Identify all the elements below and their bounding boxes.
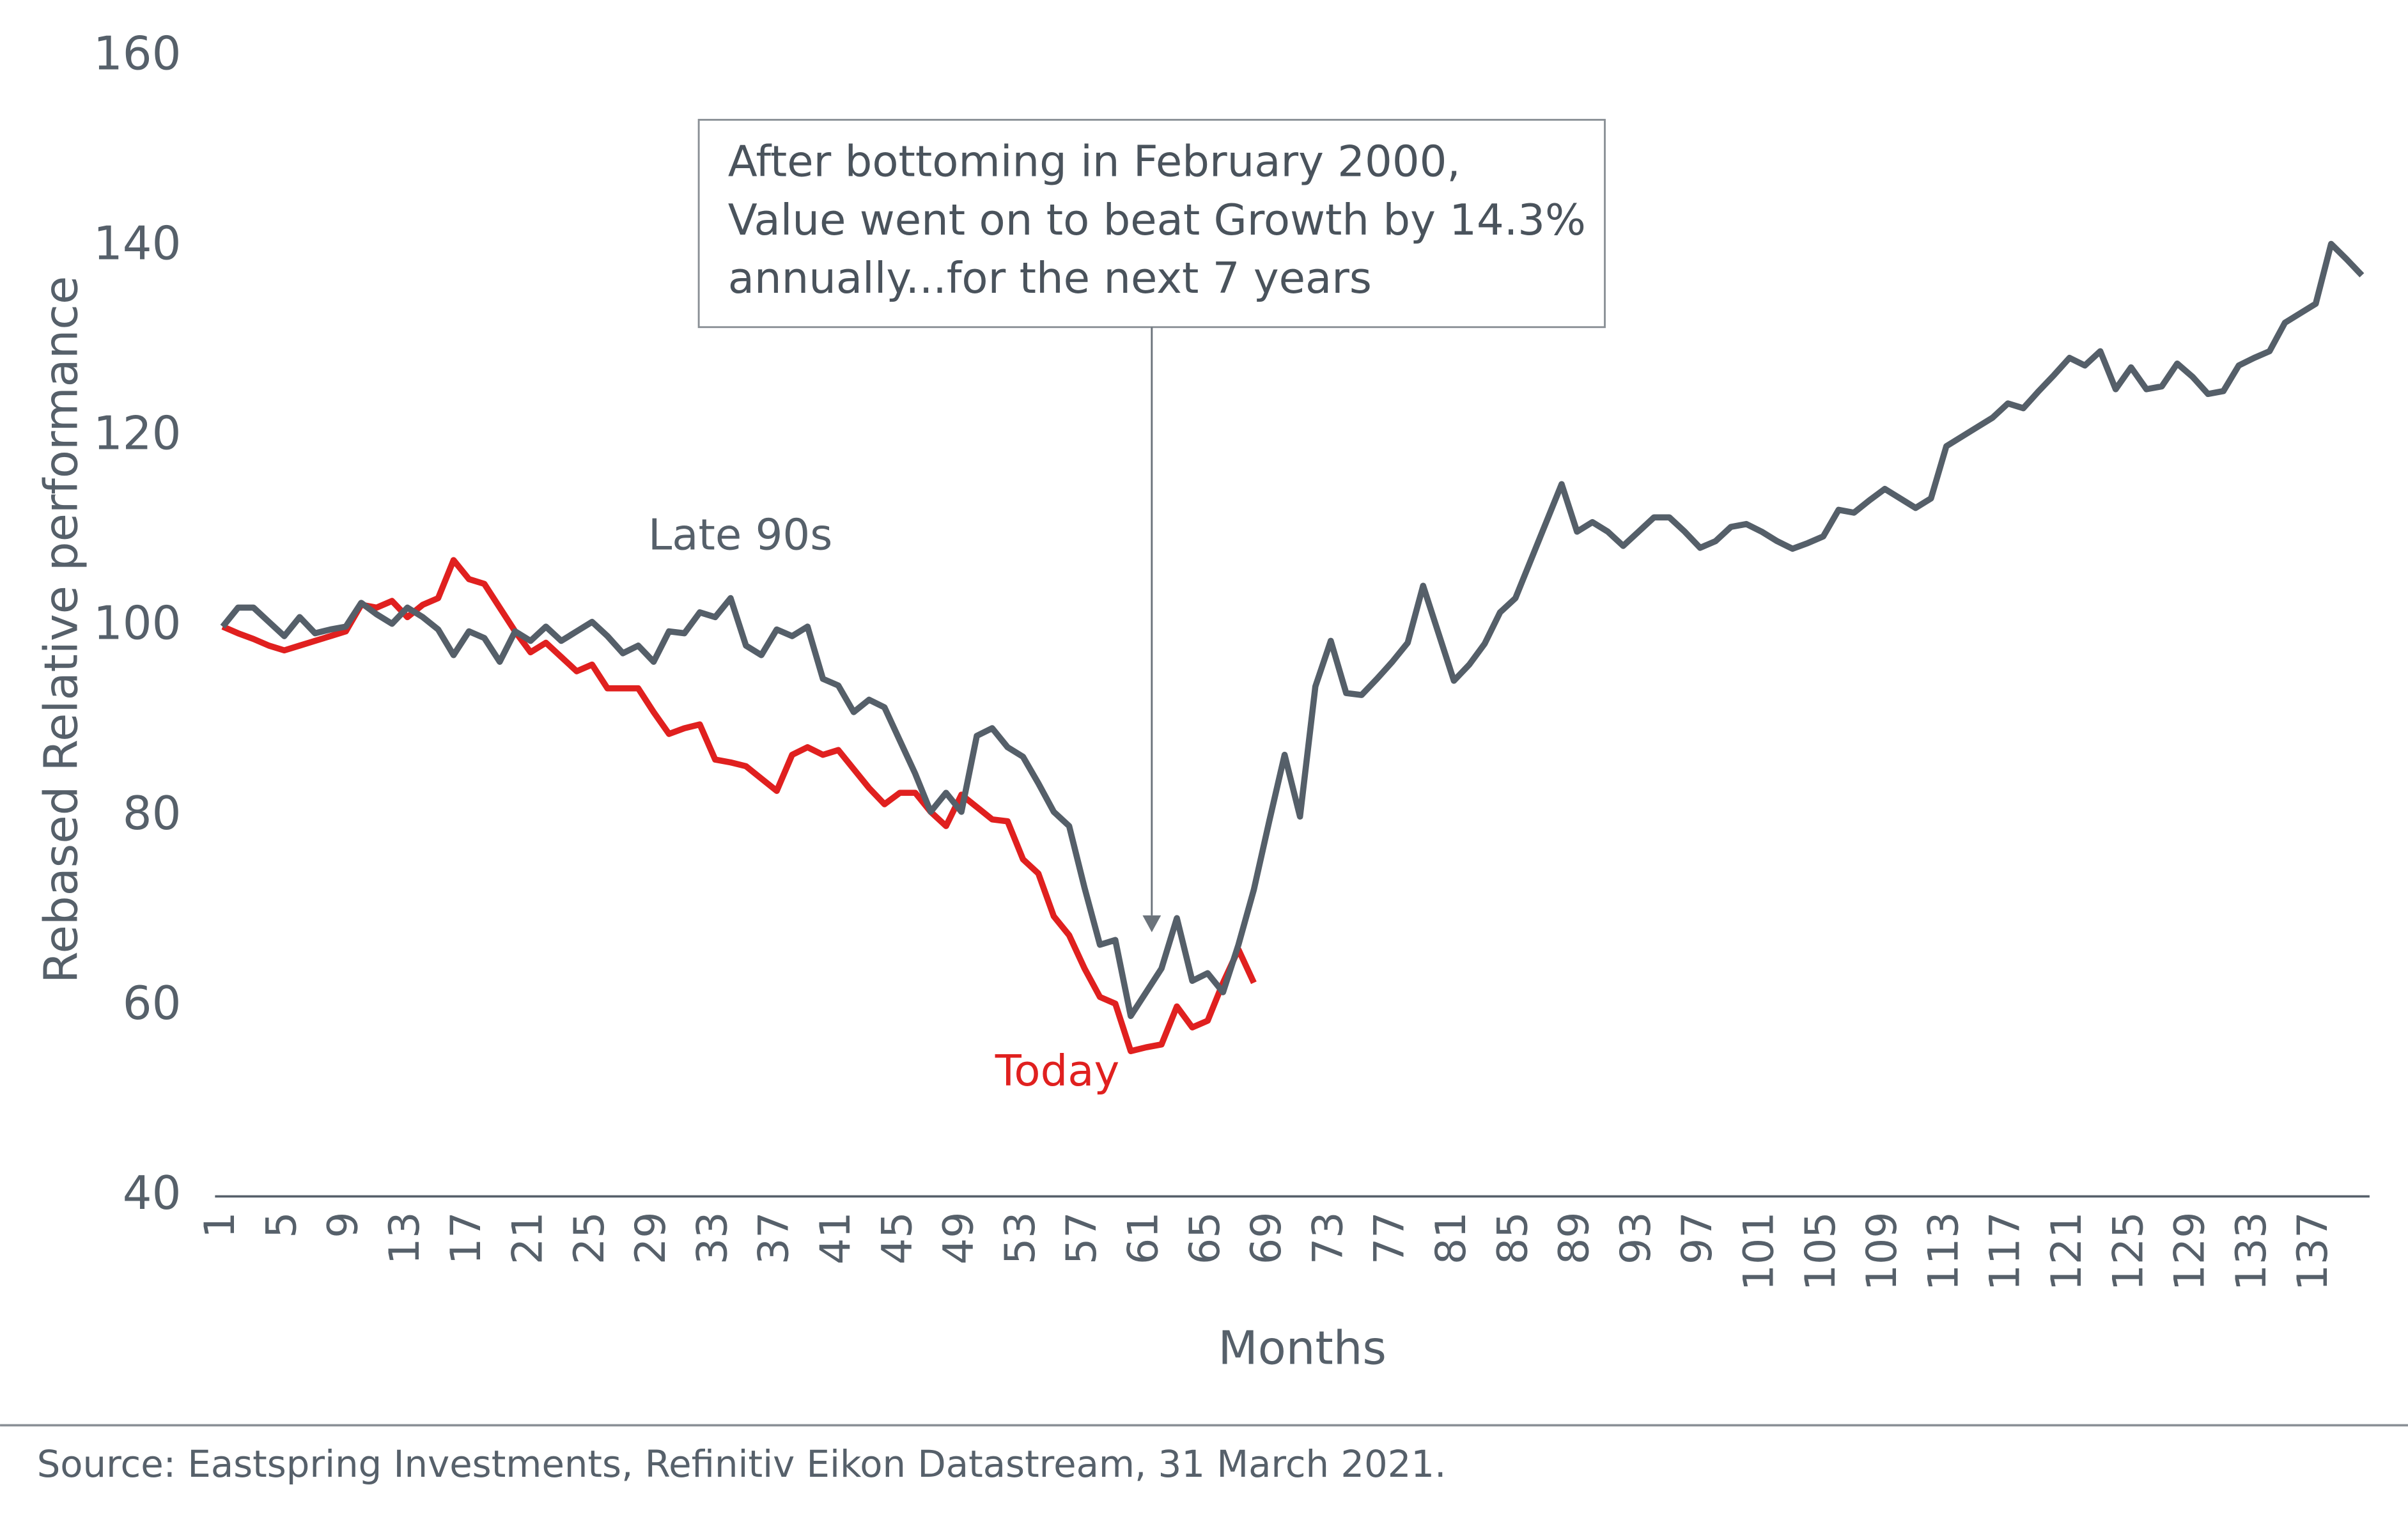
y-tick-label: 140 [93, 217, 182, 270]
x-axis-label: Months [1218, 1321, 1387, 1375]
x-tick-label: 1 [196, 1211, 244, 1238]
series-line [221, 557, 1257, 1054]
x-tick-label: 41 [812, 1211, 860, 1265]
x-tick-label: 97 [1674, 1211, 1721, 1265]
annotation-box [697, 118, 1606, 329]
y-tick-label: 40 [123, 1166, 182, 1220]
x-tick-label: 125 [2104, 1211, 2152, 1291]
x-tick-label: 21 [504, 1211, 552, 1265]
y-tick-label: 100 [93, 596, 182, 650]
series-label: Late 90s [648, 510, 832, 559]
series-label: Today [995, 1046, 1120, 1096]
x-tick-label: 101 [1736, 1211, 1783, 1291]
source-note: Source: Eastspring Investments, Refiniti… [37, 1442, 1447, 1486]
x-tick-label: 121 [2043, 1211, 2091, 1291]
x-tick-label: 65 [1181, 1211, 1229, 1265]
x-tick-label: 85 [1489, 1211, 1537, 1265]
x-tick-label: 53 [997, 1211, 1045, 1265]
y-axis-label: Rebased Relative performance [34, 276, 88, 984]
x-tick-label: 37 [750, 1211, 798, 1265]
x-tick-label: 69 [1243, 1211, 1291, 1265]
x-tick-label: 25 [566, 1211, 614, 1265]
y-tick-label: 160 [93, 26, 182, 80]
x-tick-label: 89 [1551, 1211, 1599, 1265]
x-tick-label: 33 [688, 1211, 736, 1265]
x-tick-label: 113 [1920, 1211, 1968, 1291]
x-tick-label: 61 [1120, 1211, 1168, 1265]
x-tick-label: 17 [442, 1211, 490, 1265]
x-tick-label: 77 [1366, 1211, 1414, 1265]
x-tick-label: 29 [627, 1211, 675, 1265]
x-tick-label: 109 [1858, 1211, 1906, 1291]
series-line [220, 240, 2365, 1020]
y-tick-label: 60 [123, 976, 182, 1030]
y-tick-label: 120 [93, 407, 182, 460]
x-tick-label: 133 [2228, 1211, 2276, 1291]
y-tick-label: 80 [123, 786, 182, 840]
x-tick-label: 9 [320, 1211, 368, 1238]
x-tick-label: 13 [381, 1211, 429, 1265]
x-tick-label: 137 [2289, 1211, 2337, 1291]
x-tick-label: 117 [1982, 1211, 2030, 1291]
x-tick-label: 105 [1797, 1211, 1845, 1291]
x-tick-label: 5 [258, 1211, 306, 1238]
annotation-line: annually...for the next 7 years [728, 253, 1372, 303]
annotation-line: After bottoming in February 2000, [728, 137, 1461, 187]
x-tick-label: 57 [1058, 1211, 1106, 1265]
arrow-head [1142, 915, 1161, 933]
x-tick-label: 129 [2166, 1211, 2214, 1291]
x-tick-label: 73 [1304, 1211, 1352, 1265]
x-tick-label: 81 [1427, 1211, 1475, 1265]
annotation-line: Value went on to beat Growth by 14.3% [728, 195, 1586, 245]
x-tick-label: 93 [1612, 1211, 1660, 1265]
x-tick-label: 49 [935, 1211, 983, 1265]
x-tick-label: 45 [873, 1211, 921, 1265]
